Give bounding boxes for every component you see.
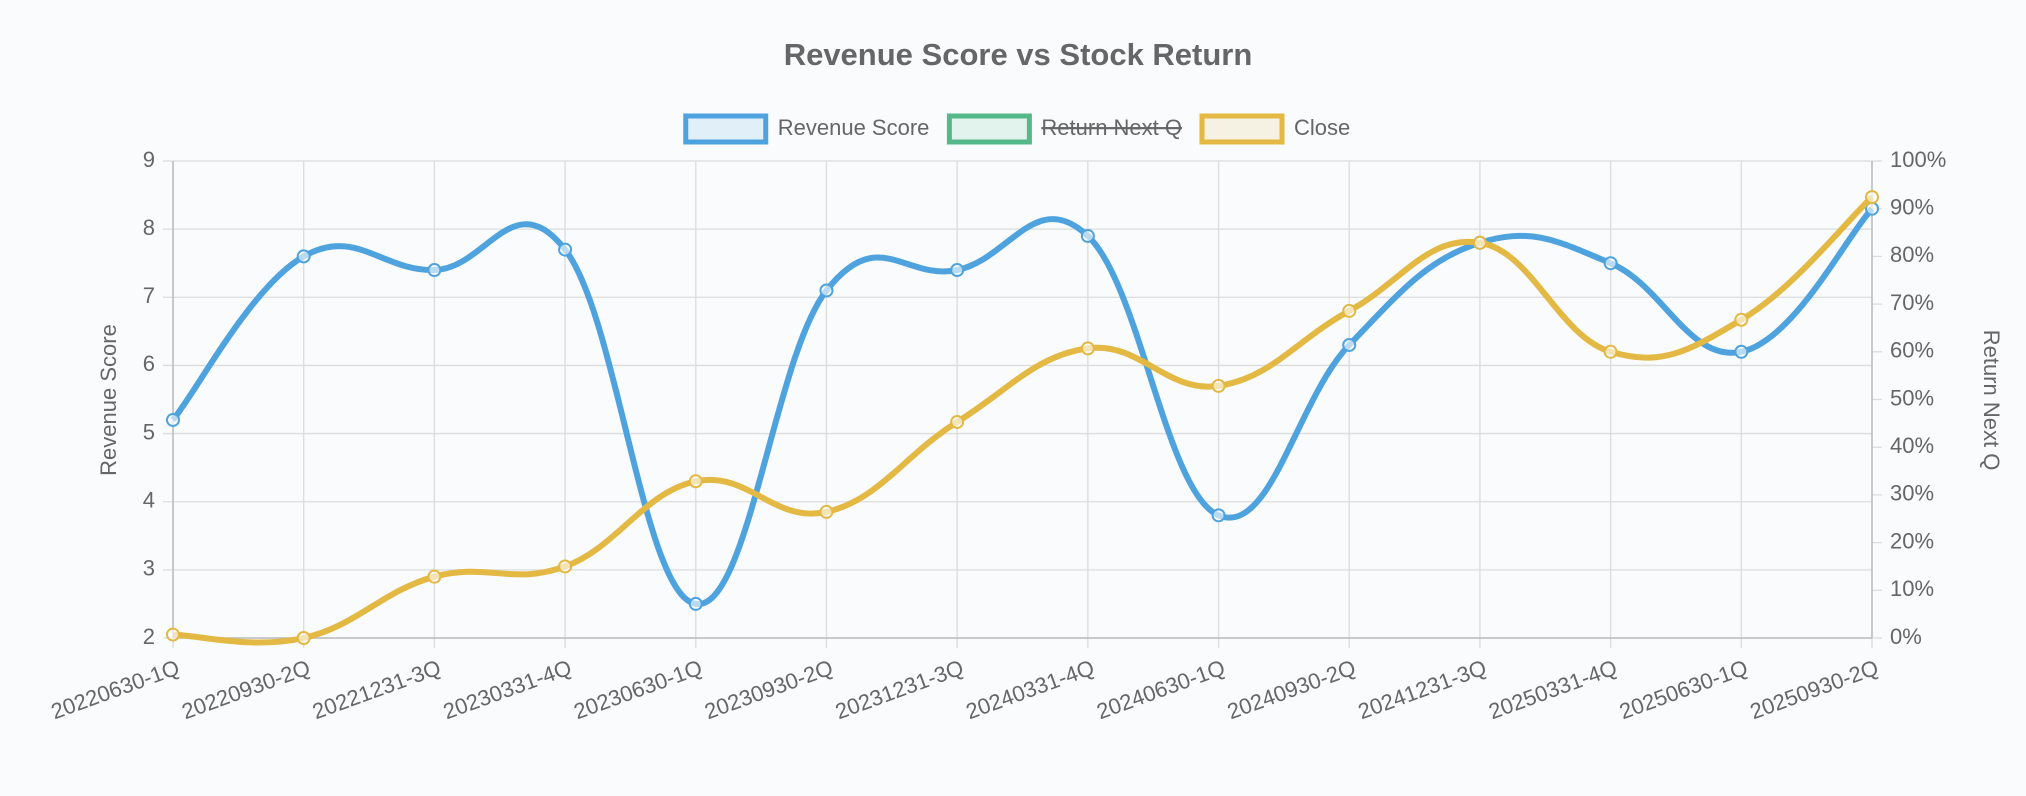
x-tick-label: 20221231-3Q [309,655,444,725]
data-point [1603,344,1618,359]
data-point [1342,303,1357,318]
data-point [166,627,180,642]
y-tick-label: 8 [143,215,155,240]
data-point [1080,341,1095,356]
y2-tick-label: 70% [1890,290,1934,315]
y2-tick-label: 50% [1890,385,1934,410]
data-point [950,414,965,429]
y-tick-label: 5 [143,419,155,444]
data-point [950,263,965,278]
y2-tick-label: 40% [1890,433,1934,458]
chart-title: Revenue Score vs Stock Return [784,37,1253,72]
legend-label: Return Next Q [1041,115,1182,140]
data-point [688,474,703,489]
legend-swatch [1199,113,1285,145]
data-point [427,569,442,584]
x-tick-label: 20230930-2Q [701,655,836,725]
y2-tick-label: 60% [1890,338,1934,363]
data-point [819,504,834,519]
data-point [1080,228,1095,243]
data-point [1211,508,1226,523]
series-line [172,194,1875,646]
x-tick-label: 20220630-1Q [48,655,183,725]
data-point [558,242,573,257]
y-tick-label: 9 [143,147,155,172]
legend-swatch [946,113,1032,145]
x-tick-label: 20220930-2Q [178,655,313,725]
y2-tick-label: 90% [1890,195,1934,220]
x-tick-label: 20240630-1Q [1093,655,1228,725]
y2-tick-label: 20% [1890,528,1934,553]
y-tick-label: 2 [143,624,155,649]
legend-label: Revenue Score [778,115,930,140]
legend-swatch [683,113,769,145]
x-tick-label: 20240930-2Q [1224,655,1359,725]
data-point [819,283,834,298]
data-point [1865,190,1879,205]
x-tick-label: 20250630-1Q [1616,655,1751,725]
legend-label: Close [1294,115,1350,140]
data-point [1734,312,1749,327]
y-axis-label: Revenue Score [96,324,121,476]
y2-tick-label: 30% [1890,481,1934,506]
data-point [427,263,442,278]
y2-tick-label: 100% [1890,147,1946,172]
data-point [558,559,573,574]
data-point [1342,337,1357,352]
x-tick-label: 20231231-3Q [832,655,967,725]
x-tick-label: 20230630-1Q [570,655,705,725]
y2-tick-label: 0% [1890,624,1922,649]
x-tick-label: 20250331-4Q [1485,655,1620,725]
y-tick-label: 3 [143,556,155,581]
data-point [296,249,311,264]
data-point [1734,344,1749,359]
x-tick-label: 20250930-2Q [1747,655,1882,725]
y2-tick-label: 80% [1890,242,1934,267]
y-tick-label: 6 [143,351,155,376]
series-line [170,206,1875,607]
data-point [1472,235,1487,250]
y2-axis-label: Return Next Q [1979,330,2004,471]
x-tick-label: 20230331-4Q [440,655,575,725]
y-tick-label: 4 [143,488,155,513]
x-tick-label: 20240331-4Q [963,655,1098,725]
x-tick-label: 20241231-3Q [1355,655,1490,725]
data-point [688,596,703,611]
y-tick-label: 7 [143,283,155,308]
data-point [1603,256,1618,271]
data-point [1211,378,1226,393]
y2-tick-label: 10% [1890,576,1934,601]
data-point [296,631,311,645]
data-point [166,412,180,427]
